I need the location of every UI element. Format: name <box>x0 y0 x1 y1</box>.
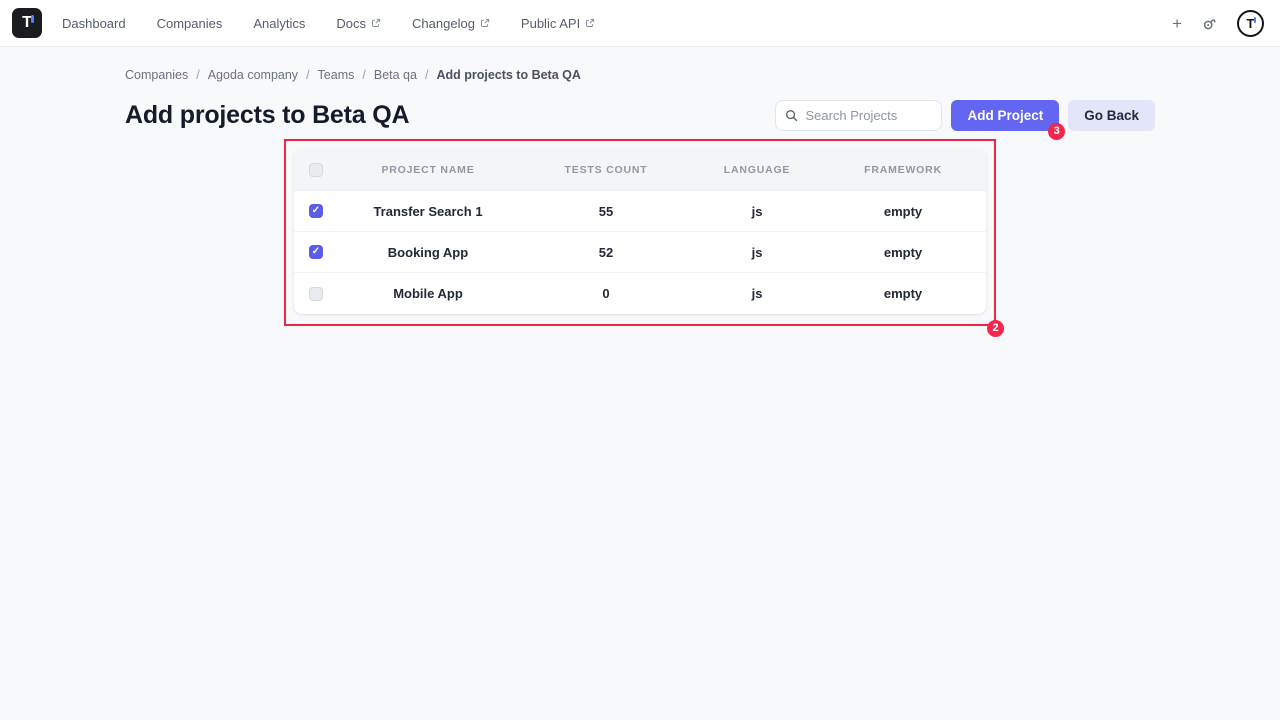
projects-table: PROJECT NAME TESTS COUNT LANGUAGE FRAMEW… <box>294 149 986 314</box>
plus-icon[interactable]: + <box>1172 13 1182 33</box>
breadcrumb-separator: / <box>196 68 200 82</box>
avatar-blue-accent <box>1254 16 1256 23</box>
nav-item-changelog[interactable]: Changelog <box>412 16 490 31</box>
header-checkbox-cell <box>294 162 338 177</box>
cell-framework: empty <box>883 286 923 301</box>
title-row: Add projects to Beta QA Add Project 3 Go… <box>125 100 1155 140</box>
nav-item-dashboard[interactable]: Dashboard <box>62 16 126 31</box>
breadcrumb-beta-qa[interactable]: Beta qa <box>373 68 417 82</box>
cell-language: js <box>751 203 763 219</box>
nav-right-actions: + T <box>1172 9 1268 37</box>
breadcrumb-agoda-company[interactable]: Agoda company <box>207 68 299 82</box>
search-projects-input[interactable] <box>805 108 933 123</box>
add-project-label: Add Project <box>967 108 1044 123</box>
breadcrumb-separator: / <box>306 68 310 82</box>
external-link-icon <box>372 18 381 27</box>
search-projects-box <box>775 100 943 131</box>
cell-project-name: Transfer Search 1 <box>373 203 483 219</box>
brand-logo[interactable]: T <box>12 8 42 38</box>
annotation-step-2-badge: 2 <box>987 320 1004 337</box>
table-header-row: PROJECT NAME TESTS COUNT LANGUAGE FRAMEW… <box>294 149 986 191</box>
breadcrumb-separator: / <box>362 68 366 82</box>
cell-tests-count: 52 <box>598 244 614 260</box>
page-title: Add projects to Beta QA <box>125 101 410 129</box>
nav-item-docs[interactable]: Docs <box>336 16 381 31</box>
breadcrumb-teams[interactable]: Teams <box>317 68 355 82</box>
nav-item-analytics[interactable]: Analytics <box>253 16 305 31</box>
go-back-button[interactable]: Go Back <box>1068 100 1155 131</box>
nav-item-label: Docs <box>336 15 367 31</box>
table-row[interactable]: Booking App 52 js empty <box>294 232 986 273</box>
row-checkbox-cell <box>294 204 338 218</box>
row-checkbox[interactable] <box>309 245 323 259</box>
row-checkbox-cell <box>294 286 338 301</box>
row-checkbox[interactable] <box>309 286 323 301</box>
table-row[interactable]: Transfer Search 1 55 js empty <box>294 191 986 232</box>
page-controls: Add Project 3 Go Back <box>775 100 1155 140</box>
cell-project-name: Booking App <box>387 244 469 260</box>
nav-item-public-api[interactable]: Public API <box>521 16 595 31</box>
cell-language: js <box>751 244 763 260</box>
avatar-letter: T <box>1246 15 1255 31</box>
breadcrumb-separator: / <box>424 68 429 82</box>
table-row[interactable]: Mobile App 0 js empty <box>294 273 986 314</box>
avatar[interactable]: T <box>1237 9 1264 37</box>
cell-framework: empty <box>883 244 923 260</box>
nav-item-label: Dashboard <box>62 15 126 31</box>
column-header-language: LANGUAGE <box>723 163 791 176</box>
brand-blue-accent <box>31 15 34 23</box>
select-all-checkbox[interactable] <box>309 162 323 177</box>
brand-letter: T <box>22 14 32 31</box>
breadcrumb: Companies / Agoda company / Teams / Beta… <box>125 68 581 82</box>
nav-item-label: Analytics <box>253 15 306 31</box>
add-project-button[interactable]: Add Project 3 <box>951 100 1066 140</box>
external-link-icon <box>480 18 490 27</box>
breadcrumb-companies[interactable]: Companies <box>125 68 189 82</box>
column-header-framework: FRAMEWORK <box>864 163 942 176</box>
quick-search-icon[interactable] <box>1201 15 1218 32</box>
external-link-icon <box>586 18 595 27</box>
row-checkbox[interactable] <box>309 204 323 218</box>
annotation-step-3-badge: 3 <box>1048 123 1066 140</box>
nav-links: Dashboard Companies Analytics Docs Chang… <box>62 16 595 31</box>
cell-framework: empty <box>883 203 923 219</box>
breadcrumb-current-page: Add projects to Beta QA <box>436 68 581 82</box>
go-back-label: Go Back <box>1084 108 1139 123</box>
top-navigation: T Dashboard Companies Analytics Docs Cha… <box>0 0 1280 47</box>
column-header-project-name: PROJECT NAME <box>381 163 475 176</box>
cell-tests-count: 55 <box>598 203 614 219</box>
search-icon <box>786 109 798 122</box>
row-checkbox-cell <box>294 245 338 259</box>
nav-item-companies[interactable]: Companies <box>157 16 223 31</box>
nav-item-label: Changelog <box>412 15 475 31</box>
column-header-tests-count: TESTS COUNT <box>564 163 648 176</box>
cell-project-name: Mobile App <box>393 286 463 301</box>
annotation-step-2-region: PROJECT NAME TESTS COUNT LANGUAGE FRAMEW… <box>284 139 1004 337</box>
cell-tests-count: 0 <box>602 286 610 301</box>
nav-item-label: Public API <box>520 15 581 31</box>
cell-language: js <box>751 286 763 301</box>
nav-item-label: Companies <box>156 15 223 31</box>
